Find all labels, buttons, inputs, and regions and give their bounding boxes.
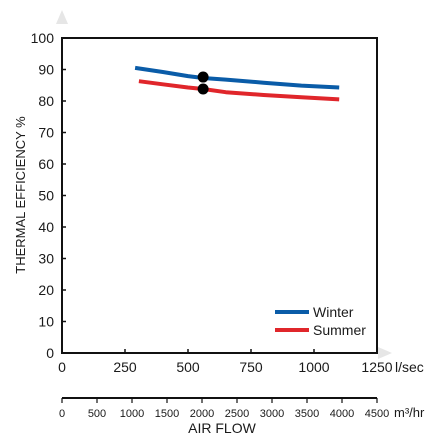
- x-tick-label: 250: [113, 359, 137, 375]
- secondary-tick-label: 4000: [330, 408, 354, 420]
- data-point-marker: [197, 83, 209, 95]
- secondary-tick-label: 2000: [190, 408, 214, 420]
- secondary-tick-label: 0: [59, 408, 65, 420]
- markers-layer: [197, 71, 209, 95]
- x-axis-arrow: [378, 347, 392, 359]
- secondary-tick-label: 4500: [365, 408, 389, 420]
- y-tick-label: 20: [38, 282, 54, 298]
- secondary-axis-unit: m³/hr: [394, 405, 425, 420]
- x-axis-label: AIR FLOW: [188, 420, 256, 436]
- y-tick-label: 30: [38, 251, 54, 267]
- y-tick-label: 70: [38, 125, 54, 141]
- x-tick-label: 750: [239, 359, 263, 375]
- y-axis-arrow: [56, 10, 68, 24]
- secondary-tick-label: 500: [88, 408, 106, 420]
- y-tick-label: 0: [46, 345, 54, 361]
- series-layer: [134, 65, 340, 102]
- legend-label-summer: Summer: [313, 322, 366, 338]
- y-tick-label: 50: [38, 188, 54, 204]
- y-tick-label: 60: [38, 156, 54, 172]
- y-tick-label: 80: [38, 93, 54, 109]
- y-tick-label: 100: [31, 30, 55, 46]
- data-point-marker: [197, 71, 209, 83]
- secondary-tick-label: 1500: [155, 408, 179, 420]
- y-tick-label: 90: [38, 62, 54, 78]
- x-tick-label: 1250: [361, 359, 392, 375]
- y-tick-label: 10: [38, 314, 54, 330]
- secondary-tick-label: 3500: [295, 408, 319, 420]
- series-line-winter: [134, 65, 340, 90]
- x-tick-label: 0: [58, 359, 66, 375]
- secondary-tick-label: 1000: [120, 408, 144, 420]
- legend-label-winter: Winter: [313, 304, 354, 320]
- x-tick-label: 500: [176, 359, 200, 375]
- series-line-summer: [138, 79, 340, 102]
- x-tick-label: 1000: [298, 359, 329, 375]
- y-tick-label: 40: [38, 219, 54, 235]
- legend: Winter Summer: [275, 304, 366, 338]
- y-axis-label: THERMAL EFFICIENCY %: [13, 116, 28, 274]
- secondary-tick-label: 2500: [225, 408, 249, 420]
- x-axis-unit: l/sec: [395, 359, 424, 375]
- secondary-tick-label: 3000: [260, 408, 284, 420]
